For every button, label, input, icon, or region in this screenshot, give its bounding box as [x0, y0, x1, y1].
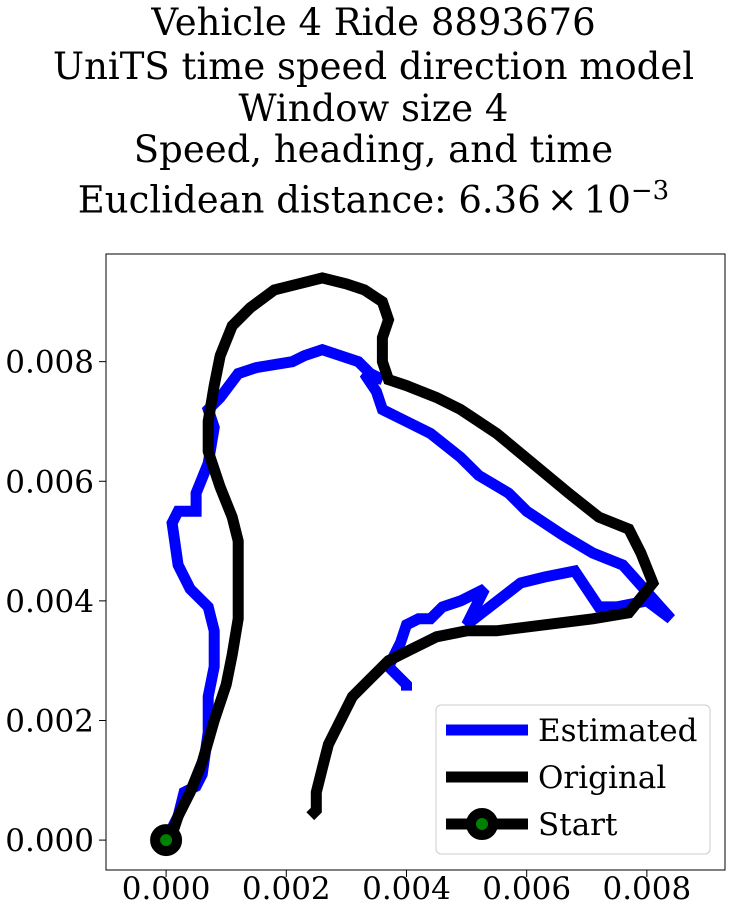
- title-line-5: Euclidean distance: 6.36 × 10−3: [0, 171, 747, 220]
- title-distance-label: Euclidean distance:: [77, 178, 459, 222]
- start-point-marker: [150, 824, 183, 857]
- x-tick-label: 0.002: [242, 871, 331, 907]
- x-tick-label: 0.000: [122, 871, 211, 907]
- title-distance-times: ×: [546, 178, 578, 222]
- legend-start-label: Start: [538, 807, 618, 843]
- title-distance-mantissa: 6.36: [458, 178, 541, 222]
- title-line-3: Window size 4: [238, 87, 509, 130]
- series-original-line: [162, 272, 660, 844]
- title-line-4: Speed, heading, and time: [133, 128, 614, 171]
- title-distance-base: 10: [583, 178, 631, 222]
- title-line-2: UniTS time speed direction model: [52, 45, 695, 88]
- x-tick-label: 0.008: [602, 871, 691, 907]
- legend-box: [435, 704, 711, 855]
- y-tick-label: 0.008: [5, 345, 94, 381]
- legend: Estimated Original Start: [435, 704, 711, 855]
- legend-estimated-label: Estimated: [538, 713, 697, 749]
- y-tick-label: 0.002: [5, 703, 94, 739]
- series-layer: [150, 272, 676, 857]
- title-line-1: Vehicle 4 Ride 8893676: [151, 1, 596, 44]
- tick-layer: 0.000 0.002 0.004 0.006 0.008 0.000 0.002 0.004…: [5, 345, 691, 907]
- x-tick-label: 0.006: [482, 871, 571, 907]
- legend-start-marker: [466, 808, 498, 840]
- y-tick-label: 0.006: [5, 464, 94, 500]
- legend-original-label: Original: [538, 760, 666, 796]
- y-tick-label: 0.004: [5, 584, 94, 620]
- title-distance-exponent: −3: [630, 176, 670, 206]
- x-tick-label: 0.004: [362, 871, 451, 907]
- axes-frame: [105, 253, 726, 871]
- y-tick-label: 0.000: [5, 823, 94, 859]
- series-estimated-line: [161, 343, 676, 843]
